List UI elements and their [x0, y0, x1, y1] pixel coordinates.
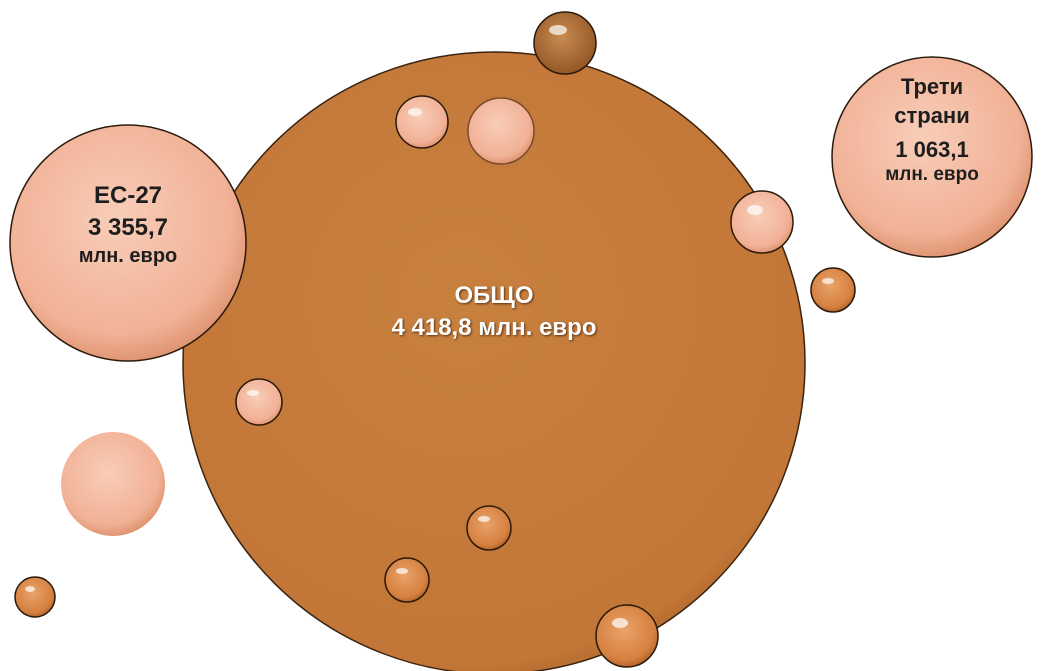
- node-value: 4 418,8 млн. евро: [344, 312, 644, 344]
- node-title: Трети страни: [872, 73, 992, 130]
- node-value: 3 355,7: [38, 212, 218, 244]
- node-unit: млн. евро: [38, 245, 218, 267]
- node-title: ОБЩО: [344, 280, 644, 312]
- node-title: ЕС-27: [38, 180, 218, 212]
- main-label: ОБЩО 4 418,8 млн. евро: [344, 280, 644, 345]
- eu-label: ЕС-27 3 355,7 млн. евро: [38, 180, 218, 267]
- node-value: 1 063,1: [872, 136, 992, 165]
- third-label: Трети страни 1 063,1 млн. евро: [872, 73, 992, 186]
- node-unit: млн. евро: [872, 165, 992, 186]
- diagram: ОБЩО 4 418,8 млн. евро ЕС-27 3 355,7 млн…: [0, 0, 1056, 671]
